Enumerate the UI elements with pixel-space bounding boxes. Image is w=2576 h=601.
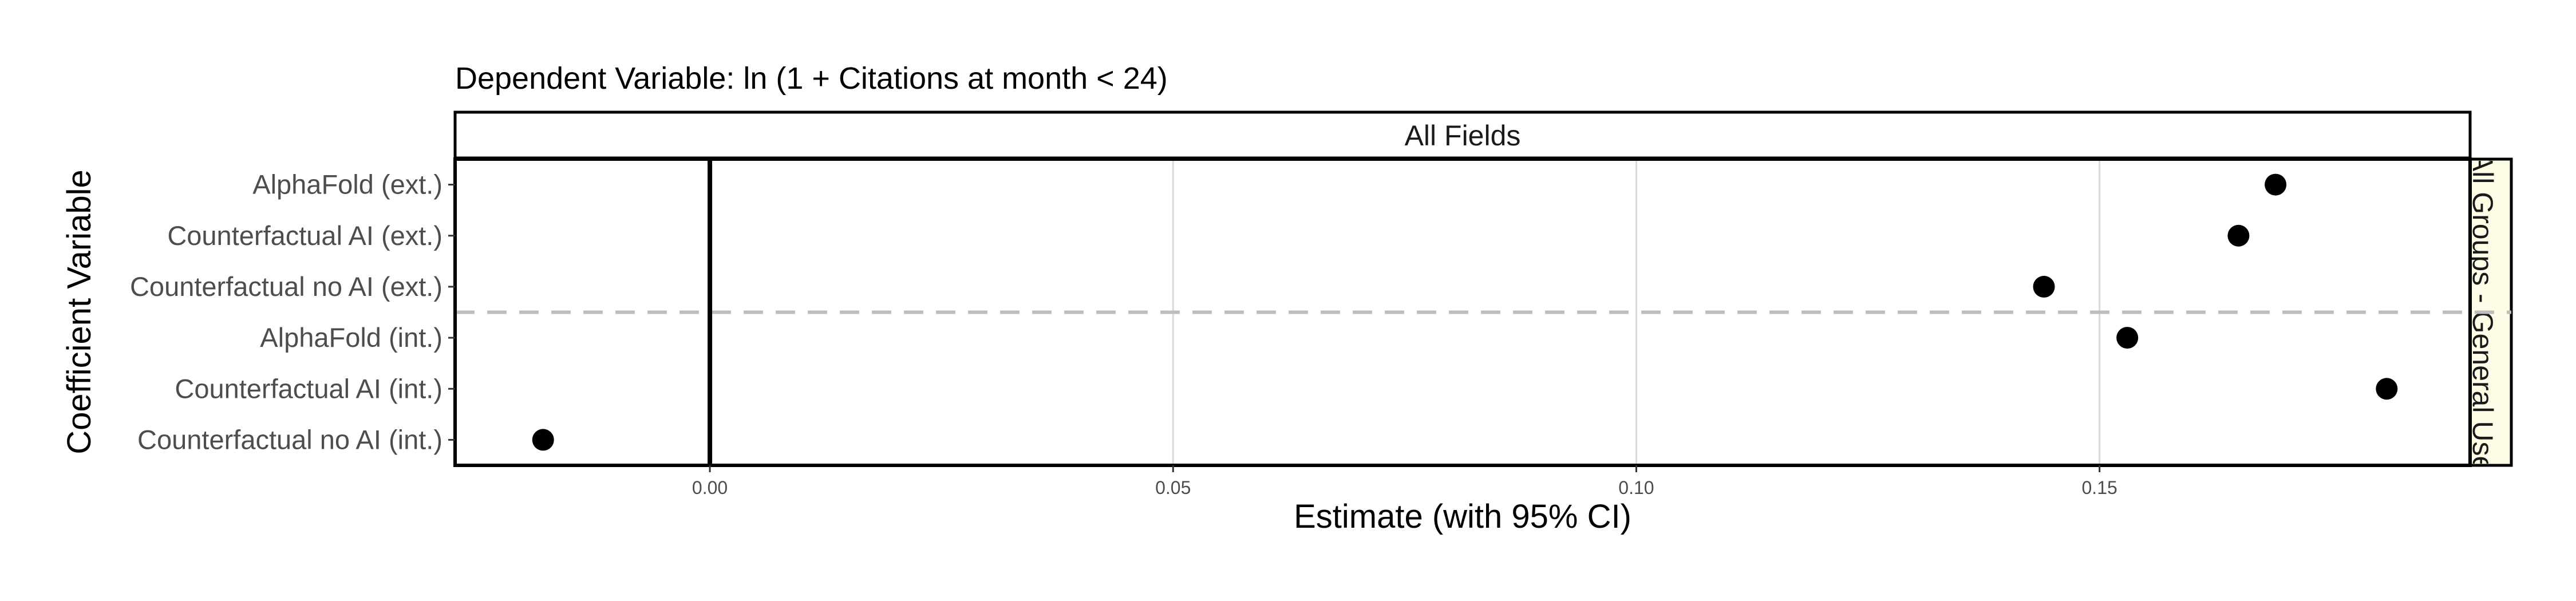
data-point xyxy=(2227,224,2250,247)
y-tick-label: Counterfactual no AI (ext.) xyxy=(130,271,442,302)
y-tick-label: AlphaFold (int.) xyxy=(260,322,442,353)
data-points xyxy=(532,173,2398,451)
plot-panel xyxy=(453,157,2472,467)
x-tick-label: 0.00 xyxy=(692,477,728,498)
y-axis: AlphaFold (ext.) Counterfactual AI (ext.)… xyxy=(130,169,455,454)
facet-strip-top-label: All Fields xyxy=(1405,120,1521,152)
gridlines xyxy=(1172,159,2101,465)
data-point xyxy=(2116,327,2139,349)
data-point xyxy=(2033,275,2055,298)
x-tick-label: 0.15 xyxy=(2082,477,2117,498)
y-tick-label: Counterfactual AI (int.) xyxy=(175,373,442,404)
chart-title: Dependent Variable: ln (1 + Citations at… xyxy=(455,61,1168,96)
data-point xyxy=(532,429,554,451)
y-tick-label: Counterfactual no AI (int.) xyxy=(137,424,442,454)
y-tick-label: AlphaFold (ext.) xyxy=(252,169,442,200)
data-point xyxy=(2376,378,2398,400)
y-axis-title: Coefficient Variable xyxy=(61,169,98,454)
x-axis: 0.00 0.05 0.10 0.15 xyxy=(692,465,2117,498)
y-tick-label: Counterfactual AI (ext.) xyxy=(167,220,442,251)
facet-strip-top xyxy=(453,110,2472,160)
x-tick-label: 0.10 xyxy=(1618,477,1654,498)
data-point xyxy=(2265,173,2287,196)
x-axis-title: Estimate (with 95% CI) xyxy=(1294,498,1631,535)
x-tick-label: 0.05 xyxy=(1155,477,1191,498)
